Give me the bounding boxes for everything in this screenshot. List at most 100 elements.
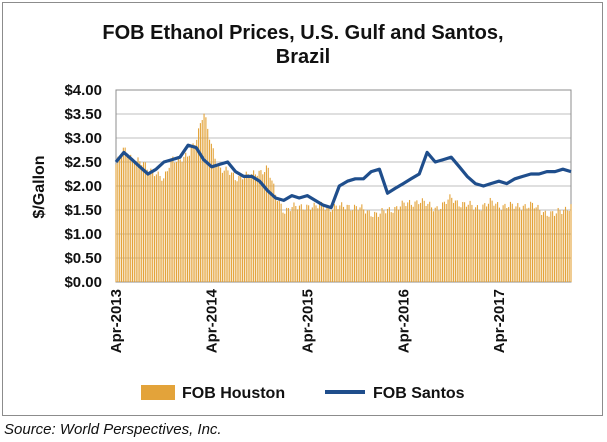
houston-bar — [209, 139, 211, 282]
houston-bar — [185, 152, 187, 282]
houston-bar — [166, 171, 168, 282]
houston-bar — [487, 203, 489, 282]
houston-bar — [486, 206, 488, 282]
houston-bar — [544, 210, 546, 282]
houston-bar — [564, 206, 567, 282]
houston-bar — [157, 171, 159, 282]
houston-bar — [142, 162, 145, 282]
houston-bar — [456, 200, 458, 282]
houston-bar — [302, 209, 304, 282]
houston-bar — [199, 123, 201, 282]
houston-bar — [214, 158, 216, 282]
houston-bar — [561, 213, 563, 282]
houston-bar — [315, 205, 317, 282]
houston-bar — [117, 156, 119, 282]
houston-bar — [289, 211, 291, 282]
houston-bar — [319, 204, 321, 282]
houston-bar — [403, 202, 405, 282]
houston-bar — [566, 210, 568, 282]
legend-houston-label: FOB Houston — [182, 385, 285, 402]
houston-bar — [220, 167, 222, 282]
houston-bar — [232, 172, 234, 282]
houston-bar — [324, 209, 326, 282]
houston-bar — [434, 207, 436, 282]
x-tick-label: Apr-2017 — [491, 289, 508, 353]
houston-bar — [469, 200, 471, 282]
houston-bar — [328, 206, 330, 282]
houston-bar — [445, 204, 447, 282]
houston-bar — [225, 166, 227, 282]
houston-bar — [467, 204, 469, 282]
houston-bar — [531, 202, 534, 282]
houston-bar — [249, 177, 251, 282]
houston-bar — [333, 203, 335, 282]
houston-bar — [491, 200, 493, 282]
houston-bar — [385, 213, 387, 282]
houston-bar — [480, 210, 482, 282]
houston-bar — [278, 200, 280, 282]
houston-bar — [498, 207, 500, 282]
houston-bar — [168, 167, 170, 282]
houston-bar — [471, 204, 473, 282]
houston-bar — [557, 207, 559, 282]
houston-bar — [205, 117, 207, 283]
houston-bar — [500, 210, 502, 282]
chart-title-line-2: Brazil — [276, 46, 330, 68]
houston-bar — [429, 201, 431, 282]
houston-bar — [568, 210, 570, 282]
y-tick-label: $1.00 — [64, 226, 102, 243]
houston-bar — [383, 210, 385, 282]
houston-bar — [218, 164, 220, 282]
houston-bar — [341, 202, 343, 282]
houston-bar — [484, 203, 486, 282]
houston-bar — [475, 207, 477, 282]
houston-bar — [388, 207, 390, 282]
houston-bar — [295, 206, 297, 282]
houston-bar — [265, 165, 267, 282]
houston-bar — [372, 216, 374, 282]
houston-bar — [236, 181, 238, 282]
y-tick-label: $3.50 — [64, 106, 102, 123]
houston-bar — [203, 113, 205, 283]
houston-bar — [229, 174, 231, 282]
houston-bar — [370, 216, 372, 282]
houston-bar — [559, 210, 561, 282]
houston-bar — [320, 201, 323, 282]
houston-bar — [293, 202, 295, 282]
x-tick-label: Apr-2016 — [395, 289, 412, 353]
houston-bar — [308, 205, 310, 282]
houston-bar — [254, 174, 256, 282]
houston-bar — [363, 209, 365, 282]
houston-bar — [120, 155, 123, 282]
houston-bar — [524, 204, 526, 282]
houston-bar — [170, 158, 172, 282]
houston-bar — [131, 158, 134, 282]
houston-bar — [269, 177, 271, 282]
houston-bar — [183, 156, 185, 282]
houston-bar — [300, 204, 302, 282]
houston-bar — [352, 210, 354, 282]
y-tick-label: $2.50 — [64, 154, 102, 171]
houston-bar — [194, 144, 196, 282]
houston-bar — [181, 161, 183, 282]
x-tick-label: Apr-2015 — [299, 289, 316, 353]
houston-bar — [267, 167, 269, 282]
houston-bar — [541, 214, 543, 282]
houston-bar — [394, 207, 396, 282]
y-axis-ticks: $0.00 $0.50 $1.00 $1.50 $2.00 $2.50 $3.00 $3.50… — [64, 82, 102, 291]
houston-bar — [216, 164, 218, 282]
houston-bar — [409, 199, 411, 282]
houston-bar — [570, 204, 572, 282]
houston-bar — [465, 206, 467, 282]
houston-bar — [264, 172, 266, 282]
houston-bar — [260, 170, 262, 282]
houston-bar — [449, 194, 451, 282]
houston-bar — [563, 210, 565, 282]
houston-bar — [297, 209, 299, 282]
houston-bar — [482, 204, 484, 282]
houston-bar — [130, 154, 132, 282]
houston-bar — [196, 139, 198, 282]
houston-bar — [144, 162, 146, 282]
houston-bar — [326, 205, 328, 282]
houston-bar — [511, 203, 513, 282]
